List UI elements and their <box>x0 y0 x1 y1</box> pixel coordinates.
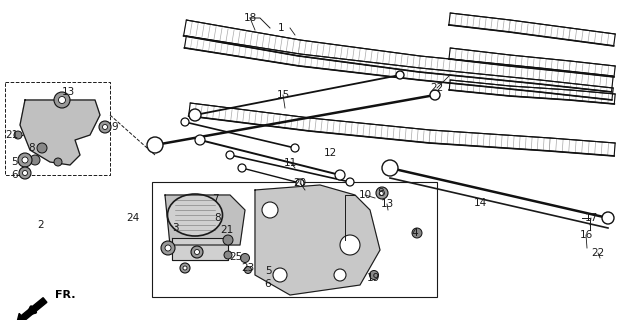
Circle shape <box>22 157 28 163</box>
Circle shape <box>226 151 234 159</box>
Circle shape <box>54 92 70 108</box>
Text: 7: 7 <box>212 194 218 204</box>
Text: 8: 8 <box>378 188 384 198</box>
Polygon shape <box>183 20 613 92</box>
Polygon shape <box>449 13 615 46</box>
Circle shape <box>376 187 388 199</box>
Circle shape <box>19 167 31 179</box>
Circle shape <box>379 190 384 196</box>
Circle shape <box>37 143 47 153</box>
Circle shape <box>382 160 398 176</box>
Text: 20: 20 <box>293 178 306 188</box>
Text: 13: 13 <box>61 87 75 97</box>
Circle shape <box>14 131 22 139</box>
Text: 6: 6 <box>12 170 18 180</box>
Text: 11: 11 <box>283 158 296 168</box>
Text: 10: 10 <box>358 190 371 200</box>
Circle shape <box>189 109 201 121</box>
Ellipse shape <box>167 194 223 236</box>
Circle shape <box>18 153 32 167</box>
Polygon shape <box>20 100 100 165</box>
Circle shape <box>99 121 111 133</box>
Text: 22: 22 <box>431 83 444 93</box>
Circle shape <box>412 228 422 238</box>
Circle shape <box>296 179 304 187</box>
Text: 24: 24 <box>127 213 140 223</box>
Text: 16: 16 <box>579 230 593 240</box>
Text: 3: 3 <box>172 223 178 233</box>
Text: 23: 23 <box>241 263 255 273</box>
Text: 2: 2 <box>37 220 44 230</box>
Circle shape <box>262 202 278 218</box>
Text: 6: 6 <box>265 279 271 289</box>
Polygon shape <box>188 103 615 156</box>
Circle shape <box>59 97 66 103</box>
Circle shape <box>102 124 107 130</box>
Text: 19: 19 <box>366 273 379 283</box>
Circle shape <box>165 245 171 251</box>
Text: 12: 12 <box>323 148 336 158</box>
Circle shape <box>224 251 232 259</box>
Text: 5: 5 <box>265 266 271 276</box>
Circle shape <box>183 266 187 270</box>
Text: 8: 8 <box>29 143 36 153</box>
Circle shape <box>22 171 27 175</box>
Text: 18: 18 <box>243 13 256 23</box>
Circle shape <box>191 246 203 258</box>
Polygon shape <box>449 80 615 104</box>
Text: 21: 21 <box>6 130 19 140</box>
Circle shape <box>335 170 345 180</box>
Polygon shape <box>255 185 380 295</box>
Text: 22: 22 <box>592 248 605 258</box>
Circle shape <box>340 235 360 255</box>
Circle shape <box>291 144 299 152</box>
Circle shape <box>240 253 250 262</box>
Text: 13: 13 <box>381 199 394 209</box>
Circle shape <box>195 250 200 254</box>
Circle shape <box>273 268 287 282</box>
Text: 9: 9 <box>112 122 119 132</box>
Circle shape <box>181 118 189 126</box>
Circle shape <box>238 164 246 172</box>
Polygon shape <box>172 238 228 260</box>
Text: 17: 17 <box>584 213 598 223</box>
Circle shape <box>180 263 190 273</box>
Text: 25: 25 <box>230 252 243 262</box>
Text: 14: 14 <box>474 198 487 208</box>
Polygon shape <box>165 195 245 245</box>
Circle shape <box>195 135 205 145</box>
Circle shape <box>161 241 175 255</box>
Circle shape <box>54 158 62 166</box>
Polygon shape <box>185 36 613 100</box>
Text: 8: 8 <box>215 213 222 223</box>
Circle shape <box>602 212 614 224</box>
Text: FR.: FR. <box>55 290 76 300</box>
Text: 21: 21 <box>220 225 233 235</box>
Text: 15: 15 <box>276 90 290 100</box>
Circle shape <box>369 270 379 279</box>
Circle shape <box>346 178 354 186</box>
Circle shape <box>430 90 440 100</box>
Circle shape <box>334 269 346 281</box>
Text: 1: 1 <box>278 23 285 33</box>
Circle shape <box>147 137 163 153</box>
Polygon shape <box>449 48 615 77</box>
Circle shape <box>223 235 233 245</box>
FancyArrow shape <box>17 298 47 320</box>
Text: 5: 5 <box>12 157 18 167</box>
Circle shape <box>245 267 251 274</box>
Circle shape <box>396 71 404 79</box>
Text: 4: 4 <box>412 228 418 238</box>
Circle shape <box>30 155 40 165</box>
